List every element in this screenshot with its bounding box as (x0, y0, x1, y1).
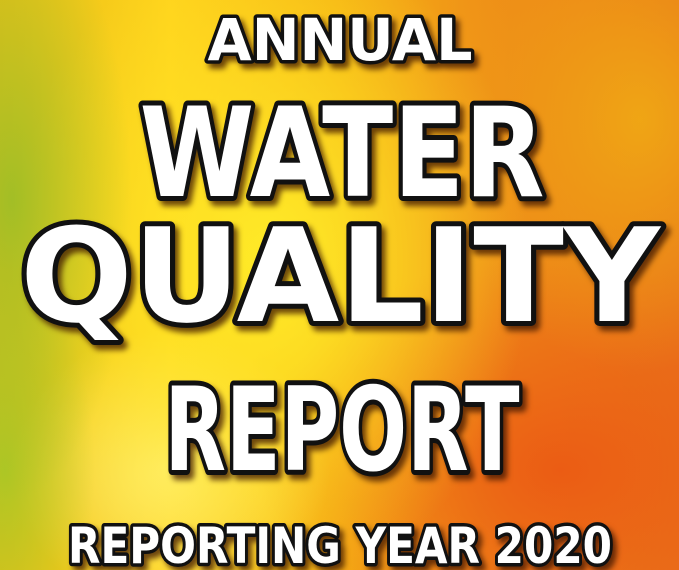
heading-line: REPORT (165, 363, 520, 498)
subtitle: REPORTING YEAR 2020 (68, 517, 612, 570)
page: ANNUAL WATER QUALITY REPORT REPORTING YE… (0, 0, 679, 570)
heading-line: ANNUAL (208, 6, 473, 74)
heading-line: QUALITY (20, 200, 662, 352)
cover: ANNUAL WATER QUALITY REPORT REPORTING YE… (0, 0, 679, 570)
